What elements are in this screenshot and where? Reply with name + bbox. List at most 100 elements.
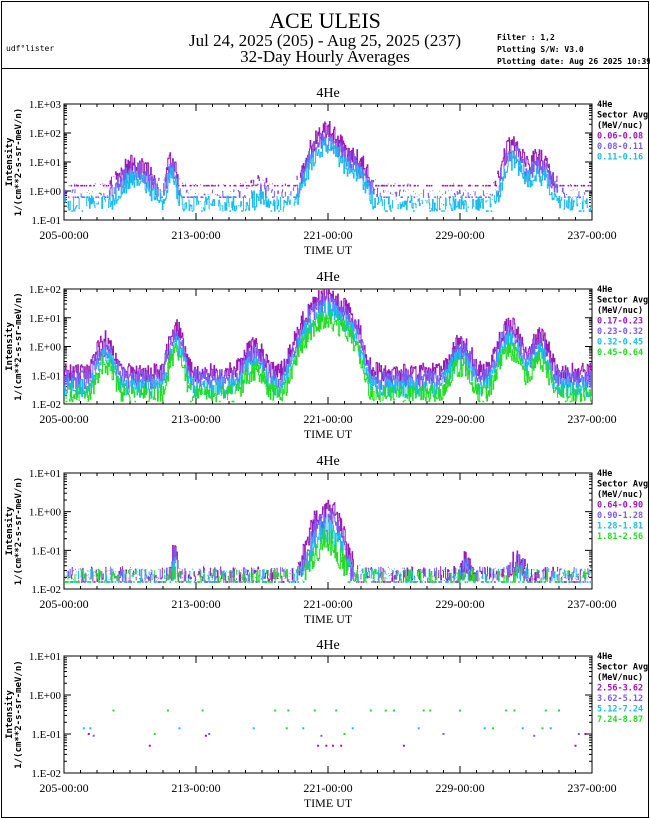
data-point: [274, 581, 276, 583]
data-point: [544, 709, 547, 712]
data-point: [587, 184, 590, 187]
data-point: [457, 581, 460, 583]
data-point: [584, 581, 587, 583]
y-tick-label: 1.E-01: [31, 729, 61, 741]
data-point: [557, 581, 559, 583]
x-tick-label: 221-00:00: [303, 781, 352, 795]
data-point: [142, 581, 144, 583]
data-point: [239, 184, 242, 187]
data-point: [70, 581, 73, 583]
data-point: [429, 210, 432, 212]
legend-entry: 0.06-0.08: [597, 132, 643, 142]
data-point: [82, 727, 85, 730]
data-point: [184, 184, 187, 187]
data-point: [467, 184, 470, 187]
data-point: [325, 744, 328, 747]
data-point: [487, 210, 489, 212]
data-point: [204, 734, 207, 737]
data-point: [390, 210, 392, 212]
data-point: [529, 581, 531, 583]
data-point: [574, 744, 577, 747]
data-point: [580, 581, 582, 583]
data-point: [229, 210, 231, 212]
data-point: [573, 581, 576, 583]
data-point: [402, 744, 405, 747]
data-point: [560, 184, 562, 187]
y-tick-label: 1.E-02: [31, 768, 61, 780]
data-point: [580, 184, 583, 187]
data-point: [112, 709, 115, 712]
data-point: [313, 709, 316, 712]
data-point: [239, 581, 241, 583]
x-tick-label: 237-00:00: [567, 412, 616, 426]
data-point: [577, 733, 580, 735]
x-axis-label: TIME UT: [304, 612, 353, 626]
data-point: [98, 581, 100, 583]
data-point: [424, 581, 427, 583]
data-point: [245, 184, 248, 187]
data-point: [501, 581, 504, 583]
x-tick-label: 229-00:00: [435, 597, 484, 611]
data-point: [402, 184, 405, 187]
x-tick-label: 205-00:00: [39, 597, 88, 611]
data-point: [107, 581, 109, 583]
data-point: [93, 184, 95, 187]
data-point: [67, 581, 70, 583]
data-point: [230, 196, 232, 199]
data-point: [139, 581, 141, 583]
y-tick-label: 1.E+00: [29, 690, 62, 702]
data-point: [243, 581, 246, 583]
data-point: [111, 581, 114, 583]
data-point: [133, 581, 135, 583]
data-point: [351, 727, 354, 730]
data-point: [87, 733, 90, 735]
data-point: [92, 734, 95, 737]
data-point: [378, 581, 381, 583]
data-point: [564, 196, 566, 199]
data-point: [203, 581, 206, 583]
legend-title: Sector Avg: [597, 111, 648, 121]
data-point: [118, 581, 120, 583]
data-point: [80, 581, 83, 583]
series-line: [64, 528, 592, 583]
data-point: [452, 184, 455, 187]
data-point: [236, 581, 238, 583]
data-point: [217, 184, 220, 187]
data-point: [161, 196, 163, 199]
series-line: [65, 311, 592, 403]
data-point: [272, 196, 274, 199]
date-range: Jul 24, 2025 (205) - Aug 25, 2025 (237): [189, 31, 461, 50]
data-point: [531, 581, 533, 583]
data-point: [490, 210, 493, 212]
data-point: [180, 581, 183, 583]
data-point: [223, 196, 225, 199]
data-point: [288, 581, 291, 583]
data-point: [421, 581, 423, 583]
data-point: [81, 184, 84, 187]
data-point: [210, 581, 212, 583]
data-point: [224, 196, 227, 199]
data-point: [251, 184, 253, 187]
data-point: [252, 727, 255, 730]
data-point: [76, 581, 78, 583]
legend-entry: 1.28-1.81: [597, 522, 643, 532]
y-tick-label: 1.E-01: [31, 545, 61, 557]
data-point: [369, 709, 372, 712]
data-point: [449, 184, 451, 187]
data-point: [293, 196, 295, 199]
y-tick-label: 1.E-02: [31, 584, 61, 596]
data-point: [478, 196, 481, 199]
data-point: [430, 184, 433, 187]
data-point: [186, 196, 189, 199]
data-point: [371, 581, 373, 583]
legend-entry: 0.45-0.64: [597, 348, 643, 358]
data-point: [578, 210, 581, 212]
data-point: [487, 184, 490, 187]
panel-4: 1.E-02 1.E-01 1.E+00 1.E+01 205-00:00 213-00:…: [4, 638, 648, 810]
data-point: [343, 733, 346, 735]
data-point: [386, 196, 388, 199]
series-group: [82, 709, 592, 747]
data-point: [182, 184, 185, 187]
data-point: [164, 581, 166, 583]
data-point: [125, 581, 128, 583]
